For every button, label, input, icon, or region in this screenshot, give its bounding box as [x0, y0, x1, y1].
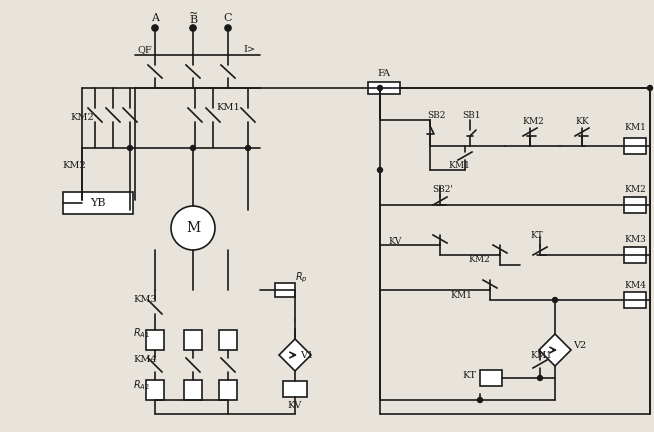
Circle shape	[477, 397, 483, 403]
Bar	[146, 380, 164, 400]
Bar	[63, 192, 133, 214]
Text: $R_{A1}$: $R_{A1}$	[133, 326, 150, 340]
Text: KM1: KM1	[530, 352, 552, 360]
Polygon shape	[279, 339, 311, 371]
Circle shape	[128, 146, 133, 150]
Text: KT: KT	[530, 231, 543, 239]
Circle shape	[538, 375, 543, 381]
Text: KM2: KM2	[70, 114, 94, 123]
Text: KM2: KM2	[625, 185, 646, 194]
Bar	[184, 330, 202, 350]
Text: KM1: KM1	[448, 161, 470, 169]
Text: A: A	[151, 13, 159, 23]
Circle shape	[245, 146, 250, 150]
Text: KM3: KM3	[133, 295, 157, 305]
Text: KM1: KM1	[450, 290, 472, 299]
Circle shape	[190, 146, 196, 150]
Bar	[283, 381, 307, 397]
Text: KV: KV	[388, 238, 402, 247]
Text: M: M	[186, 221, 200, 235]
Text: V1: V1	[300, 350, 313, 359]
Bar	[624, 292, 646, 308]
Bar	[146, 330, 164, 350]
Circle shape	[190, 25, 196, 31]
Text: QF: QF	[138, 45, 153, 54]
Text: KM1: KM1	[624, 124, 646, 133]
Circle shape	[647, 86, 653, 90]
Circle shape	[171, 206, 215, 250]
Text: SB2': SB2'	[432, 184, 453, 194]
Text: B: B	[189, 15, 197, 25]
Bar	[368, 82, 400, 94]
Bar	[275, 283, 295, 297]
Circle shape	[377, 168, 383, 172]
Text: I>: I>	[243, 45, 255, 54]
Bar	[219, 330, 237, 350]
Bar	[184, 380, 202, 400]
Text: KM2: KM2	[468, 255, 490, 264]
Text: FA: FA	[377, 69, 390, 77]
Text: KV: KV	[288, 400, 302, 410]
Text: KM4: KM4	[624, 280, 646, 289]
Text: KM2: KM2	[62, 161, 86, 169]
Circle shape	[225, 25, 231, 31]
Text: ~: ~	[188, 9, 198, 19]
Text: C: C	[224, 13, 232, 23]
Bar	[624, 197, 646, 213]
Circle shape	[377, 86, 383, 90]
Text: KM3: KM3	[625, 235, 646, 245]
Text: KM4: KM4	[133, 356, 157, 365]
Bar	[624, 247, 646, 263]
Text: $R_{A2}$: $R_{A2}$	[133, 378, 150, 392]
Text: KT: KT	[462, 372, 476, 381]
Bar	[624, 138, 646, 154]
Text: YB: YB	[90, 198, 106, 208]
Text: SB2: SB2	[427, 111, 445, 121]
Text: SB1: SB1	[462, 111, 481, 121]
Text: KM1: KM1	[216, 102, 240, 111]
Text: KK: KK	[575, 118, 589, 127]
Bar	[480, 370, 502, 386]
Text: V2: V2	[573, 342, 586, 350]
Circle shape	[553, 298, 557, 302]
Bar	[219, 380, 237, 400]
Text: $R_p$: $R_p$	[295, 271, 308, 285]
Polygon shape	[539, 334, 571, 366]
Circle shape	[152, 25, 158, 31]
Text: KM2: KM2	[522, 118, 543, 127]
